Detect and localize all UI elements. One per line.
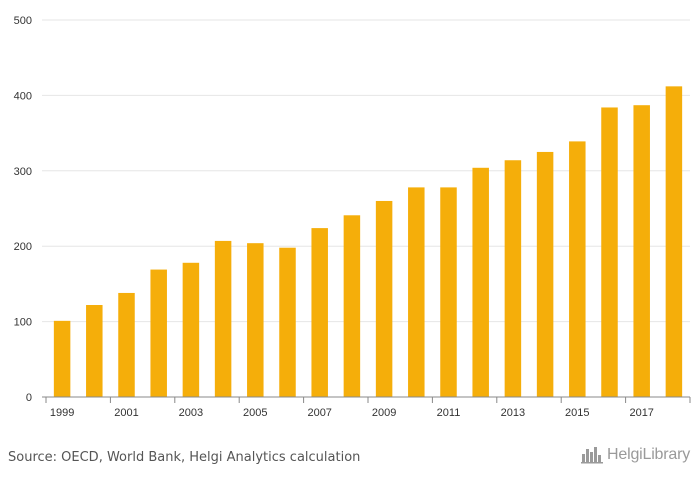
x-tick-label: 2003	[179, 407, 203, 419]
bar-2003[interactable]	[182, 262, 200, 397]
bar-2006[interactable]	[279, 247, 296, 397]
bar-2013[interactable]	[504, 160, 522, 397]
bar-1999[interactable]	[53, 320, 71, 397]
y-tick-label: 100	[14, 317, 32, 329]
y-tick-label: 200	[14, 241, 32, 253]
x-axis: 1999 2001 2003 2005 2007 2009 2011 2013 2015 2017	[42, 396, 691, 419]
bar-2014[interactable]	[536, 151, 554, 397]
x-tick-label: 2009	[372, 407, 396, 419]
bar-2012[interactable]	[472, 167, 489, 397]
x-tick-label: 2001	[114, 407, 138, 419]
source-note: Source: OECD, World Bank, Helgi Analytic…	[8, 450, 361, 465]
bar-2015[interactable]	[569, 141, 586, 397]
bar-2008[interactable]	[343, 215, 361, 397]
bar-chart: 0 100 200 300 400 500 1999 2001 2003 2005 2007 200…	[14, 15, 691, 419]
bar-2007[interactable]	[311, 228, 328, 397]
x-tick-label: 2015	[565, 407, 589, 419]
logo-text: HelgiLibrary	[607, 446, 690, 463]
x-tick-label: 2017	[629, 407, 653, 419]
bar-2005[interactable]	[247, 243, 264, 397]
bar-2016[interactable]	[601, 107, 618, 398]
bar-2001[interactable]	[118, 292, 135, 397]
y-tick-label: 300	[14, 166, 32, 178]
bar-2017[interactable]	[633, 105, 650, 398]
bar-2002[interactable]	[150, 269, 167, 397]
gridlines	[42, 19, 690, 323]
x-tick-label: 2005	[243, 407, 267, 419]
y-tick-label: 0	[26, 392, 32, 404]
bar-2009[interactable]	[375, 200, 393, 397]
bar-2010[interactable]	[408, 187, 425, 397]
y-tick-label: 400	[14, 90, 32, 102]
y-tick-label: 500	[14, 15, 32, 27]
city-skyline-icon	[581, 447, 604, 464]
helgi-library-logo[interactable]: HelgiLibrary	[581, 446, 690, 464]
x-tick-label: 2013	[501, 407, 525, 419]
bar-2011[interactable]	[440, 187, 457, 397]
bar-2018[interactable]	[665, 86, 683, 398]
x-tick-label: 1999	[50, 407, 74, 419]
bars	[53, 86, 683, 398]
x-tick-label: 2011	[437, 407, 461, 419]
bar-2000[interactable]	[86, 305, 103, 397]
bar-2004[interactable]	[214, 240, 232, 397]
x-tick-label: 2007	[307, 407, 331, 419]
y-axis-ticks: 0 100 200 300 400 500	[14, 15, 32, 404]
